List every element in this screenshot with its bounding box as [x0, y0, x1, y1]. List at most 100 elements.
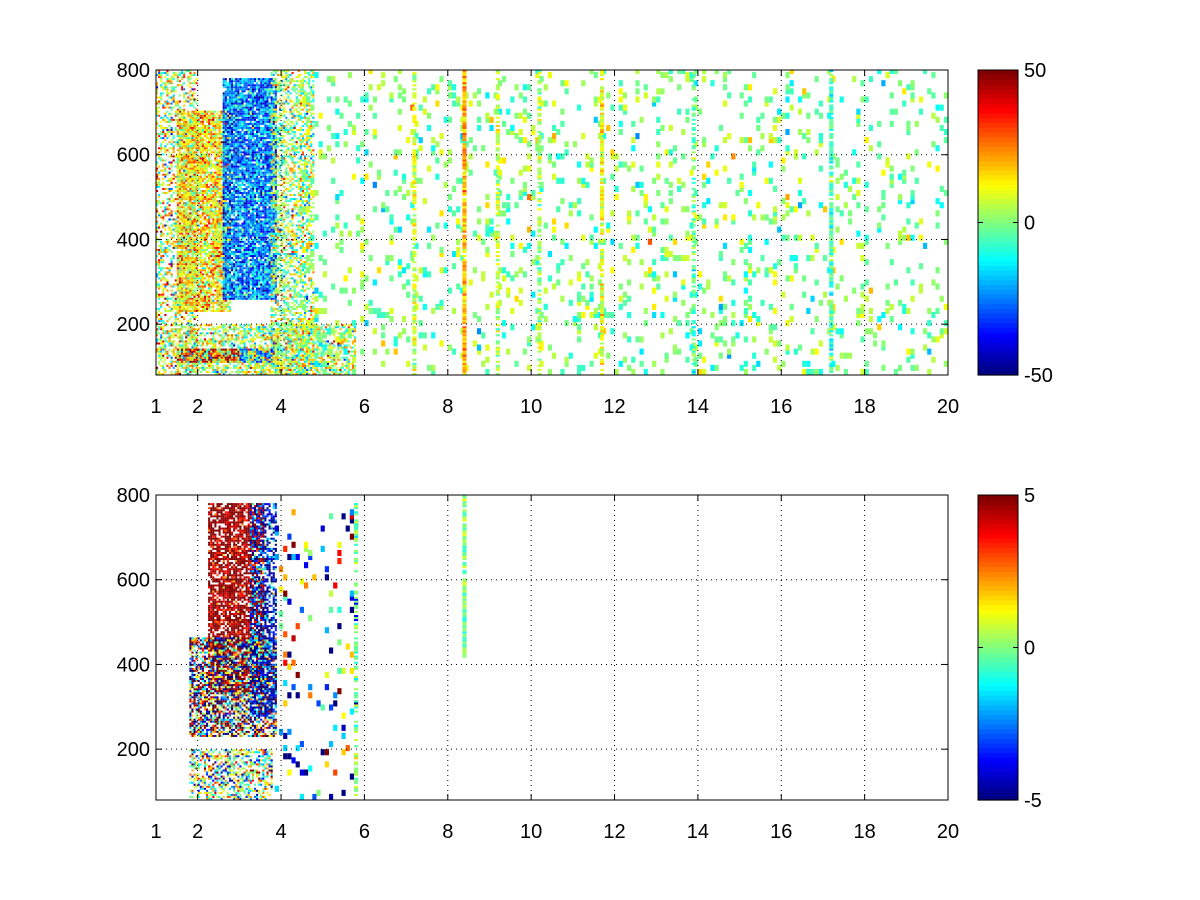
heatmap-cell	[208, 133, 211, 136]
heatmap-cell	[247, 279, 250, 282]
heatmap-cell	[222, 128, 225, 131]
heatmap-cell	[216, 143, 219, 146]
heatmap-cell	[214, 163, 217, 166]
heatmap-cell	[218, 175, 221, 178]
heatmap-cell	[237, 271, 240, 274]
heatmap-cell	[197, 307, 200, 310]
heatmap-cell	[170, 242, 173, 245]
heatmap-cell	[178, 244, 182, 247]
heatmap-cell	[226, 133, 229, 136]
heatmap-cell	[206, 206, 209, 209]
heatmap-cell	[201, 183, 204, 186]
heatmap-cell	[218, 149, 221, 152]
heatmap-cell	[158, 283, 161, 286]
heatmap-cell	[189, 309, 192, 312]
heatmap-cell	[189, 145, 192, 148]
heatmap-cell	[243, 285, 246, 288]
heatmap-cell	[158, 332, 161, 335]
heatmap-cell	[208, 116, 211, 119]
heatmap-cell	[206, 137, 209, 140]
heatmap-cell	[191, 204, 194, 207]
heatmap-cell	[201, 265, 204, 268]
heatmap-cell	[203, 263, 207, 266]
heatmap-cell	[197, 216, 200, 219]
heatmap-cell	[245, 165, 248, 168]
heatmap-cell	[178, 228, 182, 231]
heatmap-cell	[210, 139, 213, 142]
heatmap-cell	[249, 208, 252, 211]
heatmap-cell	[212, 210, 215, 213]
heatmap-cell	[189, 279, 192, 282]
heatmap-cell	[168, 330, 171, 333]
heatmap-cell	[222, 202, 225, 205]
heatmap-cell	[226, 102, 229, 105]
heatmap-cell	[164, 344, 167, 347]
heatmap-cell	[208, 159, 211, 162]
heatmap-cell	[245, 212, 248, 215]
heatmap-cell	[233, 110, 236, 113]
heatmap-cell	[249, 169, 252, 172]
heatmap-cell	[226, 157, 229, 160]
heatmap-cell	[193, 153, 196, 156]
heatmap-cell	[245, 192, 248, 195]
heatmap-cell	[228, 248, 232, 251]
heatmap-cell	[220, 137, 223, 140]
heatmap-cell	[231, 240, 234, 243]
heatmap-cell	[195, 181, 198, 184]
heatmap-cell	[208, 128, 211, 131]
heatmap-cell	[197, 224, 200, 227]
heatmap-cell	[181, 84, 184, 87]
heatmap-cell	[178, 145, 182, 148]
heatmap-cell	[235, 275, 238, 278]
heatmap-cell	[170, 370, 173, 373]
heatmap-cell	[195, 222, 198, 225]
heatmap-cell	[197, 135, 200, 138]
heatmap-cell	[224, 208, 227, 211]
heatmap-cell	[162, 242, 165, 245]
heatmap-cell	[156, 372, 159, 375]
heatmap-cell	[176, 224, 179, 227]
heatmap-cell	[208, 200, 211, 203]
heatmap-cell	[156, 334, 159, 337]
heatmap-cell	[193, 122, 196, 125]
heatmap-cell	[174, 360, 177, 363]
heatmap-cell	[172, 354, 175, 357]
heatmap-cell	[216, 244, 219, 247]
heatmap-cell	[222, 189, 225, 192]
heatmap-cell	[239, 204, 242, 207]
heatmap-cell	[178, 177, 182, 180]
heatmap-cell	[206, 214, 209, 217]
heatmap-cell	[170, 358, 173, 361]
heatmap-cell	[174, 328, 177, 331]
heatmap-cell	[251, 128, 254, 131]
heatmap-cell	[228, 236, 232, 239]
heatmap-cell	[212, 226, 215, 229]
heatmap-cell	[195, 102, 198, 105]
heatmap-cell	[156, 322, 159, 325]
heatmap-cell	[220, 185, 223, 188]
heatmap-cell	[176, 185, 179, 188]
heatmap-cell	[160, 295, 163, 298]
heatmap-cell	[249, 112, 252, 115]
heatmap-cell	[233, 94, 236, 97]
heatmap-cell	[166, 88, 169, 91]
heatmap-cell	[245, 285, 248, 288]
heatmap-cell	[187, 135, 190, 138]
heatmap-cell	[187, 299, 190, 302]
heatmap-cell	[226, 246, 229, 249]
heatmap-cell	[214, 179, 217, 182]
heatmap-cell	[164, 350, 167, 353]
heatmap-cell	[214, 122, 217, 125]
heatmap-cell	[158, 226, 161, 229]
heatmap-cell	[222, 204, 225, 207]
heatmap-cell	[228, 100, 232, 103]
heatmap-cell	[210, 253, 213, 256]
heatmap-cell	[243, 88, 246, 91]
heatmap-cell	[228, 253, 232, 256]
heatmap-cell	[197, 118, 200, 121]
heatmap-cell	[199, 139, 202, 142]
heatmap-cell	[241, 173, 244, 176]
heatmap-cell	[170, 328, 173, 331]
heatmap-cell	[218, 210, 221, 213]
